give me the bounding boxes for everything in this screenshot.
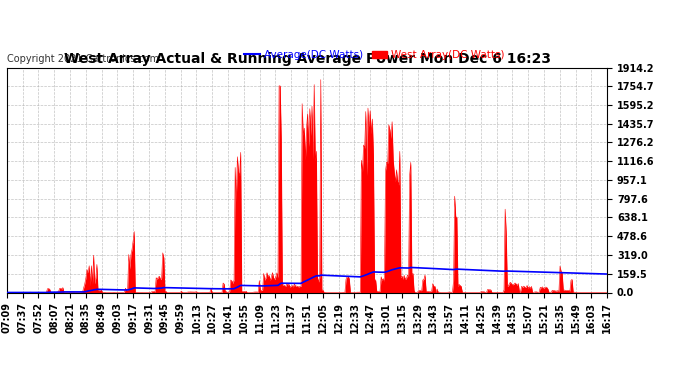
Title: West Array Actual & Running Average Power Mon Dec 6 16:23: West Array Actual & Running Average Powe… [63, 53, 551, 66]
Legend: Average(DC Watts), West Array(DC Watts): Average(DC Watts), West Array(DC Watts) [240, 46, 509, 64]
Text: Copyright 2021 Cartronics.com: Copyright 2021 Cartronics.com [7, 54, 159, 64]
